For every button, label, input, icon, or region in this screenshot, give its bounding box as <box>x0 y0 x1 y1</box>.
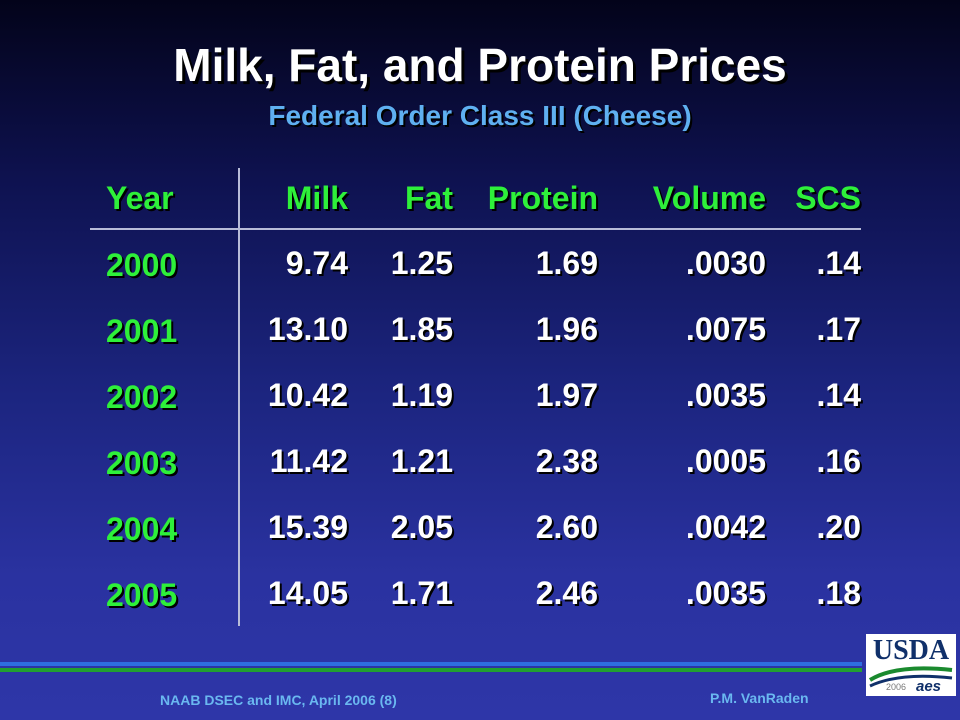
usda-logo-year: 2006 <box>886 682 907 692</box>
table-row: 2000 9.74 1.25 1.69 .0030 .14 <box>90 229 861 296</box>
cell-volume: .0005 <box>685 442 766 479</box>
footer-rule-green <box>0 668 862 672</box>
cell-milk: 14.05 <box>267 574 348 611</box>
prices-table-container: Year Milk Fat Protein Volume SCS 2000 9.… <box>90 168 861 626</box>
cell-volume: .0035 <box>685 376 766 413</box>
footer-author-label: P.M. VanRaden <box>710 690 809 706</box>
usda-logo-text: USDA <box>872 635 950 666</box>
cell-milk: 15.39 <box>267 508 348 545</box>
cell-scs: .14 <box>816 376 861 413</box>
footer-rule-blue <box>0 662 862 666</box>
cell-milk: 10.42 <box>267 376 348 413</box>
cell-scs: .17 <box>816 310 861 347</box>
cell-protein: 1.96 <box>535 310 598 347</box>
cell-protein: 2.60 <box>535 508 598 545</box>
cell-year: 2005 <box>90 560 240 626</box>
cell-milk: 11.42 <box>269 442 348 479</box>
cell-protein: 1.97 <box>535 376 598 413</box>
cell-scs: .14 <box>816 244 861 281</box>
table-row: 2002 10.42 1.19 1.97 .0035 .14 <box>90 362 861 428</box>
header-scs: SCS <box>766 168 861 230</box>
cell-fat: 1.71 <box>390 574 453 611</box>
cell-year: 2001 <box>90 296 240 362</box>
table-row: 2003 11.42 1.21 2.38 .0005 .16 <box>90 428 861 494</box>
slide-title: Milk, Fat, and Protein Prices <box>173 39 787 91</box>
cell-year: 2000 <box>90 229 240 296</box>
table-row: 2004 15.39 2.05 2.60 .0042 .20 <box>90 494 861 560</box>
table-header-row: Year Milk Fat Protein Volume SCS <box>90 168 861 230</box>
cell-fat: 1.21 <box>390 442 453 479</box>
cell-protein: 2.46 <box>535 574 598 611</box>
cell-scs: .20 <box>816 508 861 545</box>
cell-volume: .0042 <box>685 508 766 545</box>
cell-volume: .0030 <box>685 244 766 281</box>
slide-subtitle: Federal Order Class III (Cheese) <box>268 100 692 131</box>
header-protein: Protein <box>453 168 598 230</box>
prices-table: Year Milk Fat Protein Volume SCS 2000 9.… <box>90 168 861 626</box>
cell-protein: 2.38 <box>535 442 598 479</box>
cell-fat: 1.19 <box>390 376 453 413</box>
cell-fat: 1.25 <box>390 244 453 281</box>
cell-protein: 1.69 <box>535 244 598 281</box>
usda-logo: USDA 2006 aes <box>866 634 956 696</box>
cell-milk: 9.74 <box>285 244 348 281</box>
table-row: 2005 14.05 1.71 2.46 .0035 .18 <box>90 560 861 626</box>
header-fat: Fat <box>348 168 453 230</box>
cell-year: 2003 <box>90 428 240 494</box>
cell-milk: 13.10 <box>267 310 348 347</box>
cell-year: 2004 <box>90 494 240 560</box>
usda-hills-icon <box>868 666 953 688</box>
footer-event-label: NAAB DSEC and IMC, April 2006 (8) <box>160 692 397 708</box>
cell-fat: 1.85 <box>390 310 453 347</box>
header-year: Year <box>90 168 240 230</box>
cell-fat: 2.05 <box>390 508 453 545</box>
cell-volume: .0075 <box>685 310 766 347</box>
cell-scs: .16 <box>816 442 861 479</box>
cell-year: 2002 <box>90 362 240 428</box>
cell-volume: .0035 <box>685 574 766 611</box>
aes-mark-icon: aes <box>916 678 942 695</box>
header-volume: Volume <box>598 168 766 230</box>
header-milk: Milk <box>239 168 348 230</box>
cell-scs: .18 <box>816 574 861 611</box>
table-row: 2001 13.10 1.85 1.96 .0075 .17 <box>90 296 861 362</box>
